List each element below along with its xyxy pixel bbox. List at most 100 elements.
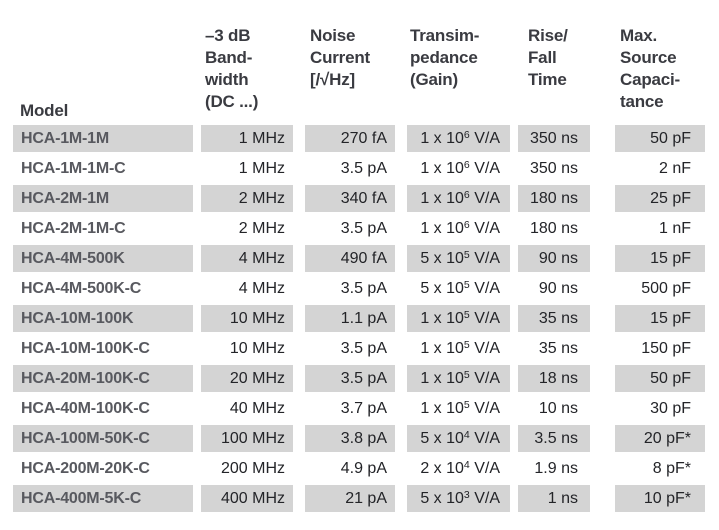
gain-unit: V/A [469,249,500,267]
transimpedance-cell: 1 x 105 V/A [407,395,518,422]
gain-value: 1 x 10 [420,369,464,387]
gain-value: 1 x 10 [420,219,464,237]
bandwidth-cell: 200 MHz [201,455,305,482]
col-header-max-source-capacitance: Max. Source Capaci- tance [620,26,681,111]
model-cell: HCA-40M-100K-C [13,395,201,422]
gain-unit: V/A [469,129,500,147]
rise-fall-time-cell: 1.9 ns [518,455,615,482]
max-capacitance-cell: 8 pF* [652,459,691,477]
table-row: HCA-4M-500K-C 4 MHz 3.5 pA 5 x 105 V/A 9… [13,275,705,302]
rise-fall-time-cell: 90 ns [518,275,615,302]
transimpedance-cell: 5 x 104 V/A [407,425,518,452]
col-header-model: Model [20,101,69,120]
gain-exponent: 5 [463,278,470,291]
bandwidth-cell: 2 MHz [201,215,305,242]
gain-unit: V/A [469,189,500,207]
gain-value: 1 x 10 [420,129,464,147]
noise-current-cell: 340 fA [305,185,407,212]
table-row: HCA-2M-1M 2 MHz 340 fA 1 x 106 V/A 180 n… [13,185,705,212]
col-header-transimpedance: Transim- pedance (Gain) [410,26,480,89]
gain-exponent: 5 [463,398,470,411]
bandwidth-cell: 40 MHz [201,395,305,422]
max-capacitance-cell: 50 pF [615,125,705,152]
transimpedance-cell: 5 x 105 V/A [407,245,518,272]
gain-unit: V/A [469,159,500,177]
rise-fall-time-cell: 350 ns [518,125,615,152]
table-row: HCA-1M-1M 1 MHz 270 fA 1 x 106 V/A 350 n… [13,125,705,152]
bandwidth-cell: 4 MHz [201,245,305,272]
model-cell: HCA-1M-1M [13,125,201,152]
noise-current-cell: 490 fA [305,245,407,272]
transimpedance-cell: 1 x 106 V/A [407,125,518,152]
table-row: HCA-1M-1M-C 1 MHz 3.5 pA 1 x 106 V/A 350… [13,155,705,182]
model-cell: HCA-100M-50K-C [13,425,201,452]
gain-value: 2 x 10 [420,459,464,477]
rise-fall-time-cell: 350 ns [518,155,615,182]
gain-exponent: 6 [463,218,470,231]
gain-exponent: 5 [463,308,470,321]
max-capacitance-cell: 25 pF [615,185,705,212]
noise-current-cell: 4.9 pA [305,455,407,482]
model-cell: HCA-20M-100K-C [13,365,201,392]
max-capacitance-cell: 1 nF [658,219,691,237]
noise-current-cell: 3.8 pA [305,425,407,452]
gain-value: 1 x 10 [420,399,464,417]
noise-current-cell: 21 pA [305,485,407,512]
noise-current-cell: 3.5 pA [305,335,407,362]
rise-fall-time-cell: 18 ns [518,365,615,392]
gain-unit: V/A [469,429,500,447]
gain-exponent: 6 [463,128,470,141]
hca-spec-table: Model –3 dB Band- width (DC ...) Noise C… [13,22,705,515]
gain-value: 1 x 10 [420,339,464,357]
gain-unit: V/A [469,369,500,387]
transimpedance-cell: 5 x 105 V/A [407,275,518,302]
gain-unit: V/A [469,219,500,237]
bandwidth-cell: 1 MHz [201,155,305,182]
gain-value: 5 x 10 [420,249,464,267]
max-capacitance-cell: 15 pF [615,245,705,272]
gain-value: 5 x 10 [420,429,464,447]
col-header-noise-current: Noise Current [/√Hz] [310,26,370,89]
gain-exponent: 4 [463,428,470,441]
model-cell: HCA-10M-100K-C [13,335,201,362]
model-cell: HCA-1M-1M-C [13,155,201,182]
model-cell: HCA-400M-5K-C [13,485,201,512]
table-row: HCA-40M-100K-C 40 MHz 3.7 pA 1 x 105 V/A… [13,395,705,422]
bandwidth-cell: 2 MHz [201,185,305,212]
gain-value: 1 x 10 [420,159,464,177]
bandwidth-cell: 10 MHz [201,305,305,332]
rise-fall-time-cell: 10 ns [518,395,615,422]
rise-fall-time-cell: 1 ns [518,485,615,512]
noise-current-cell: 3.5 pA [305,275,407,302]
noise-current-cell: 3.5 pA [305,155,407,182]
bandwidth-cell: 400 MHz [201,485,305,512]
noise-current-cell: 3.5 pA [305,215,407,242]
max-capacitance-cell: 15 pF [615,305,705,332]
max-capacitance-cell: 500 pF [641,279,691,297]
transimpedance-cell: 1 x 105 V/A [407,365,518,392]
rise-fall-time-cell: 180 ns [518,215,615,242]
table-body: HCA-1M-1M 1 MHz 270 fA 1 x 106 V/A 350 n… [13,125,705,512]
transimpedance-cell: 5 x 103 V/A [407,485,518,512]
rise-fall-time-cell: 3.5 ns [518,425,615,452]
bandwidth-cell: 1 MHz [201,125,305,152]
gain-exponent: 5 [463,248,470,261]
table-row: HCA-10M-100K-C 10 MHz 3.5 pA 1 x 105 V/A… [13,335,705,362]
gain-unit: V/A [469,399,500,417]
transimpedance-cell: 2 x 104 V/A [407,455,518,482]
gain-exponent: 5 [463,368,470,381]
table-row: HCA-10M-100K 10 MHz 1.1 pA 1 x 105 V/A 3… [13,305,705,332]
max-capacitance-cell: 10 pF* [615,485,705,512]
gain-unit: V/A [469,489,500,507]
max-capacitance-cell: 50 pF [615,365,705,392]
bandwidth-cell: 10 MHz [201,335,305,362]
max-capacitance-cell: 150 pF [641,339,691,357]
gain-exponent: 6 [463,188,470,201]
table-row: HCA-2M-1M-C 2 MHz 3.5 pA 1 x 106 V/A 180… [13,215,705,242]
gain-unit: V/A [469,309,500,327]
rise-fall-time-cell: 180 ns [518,185,615,212]
gain-unit: V/A [469,459,500,477]
noise-current-cell: 1.1 pA [305,305,407,332]
table-row: HCA-20M-100K-C 20 MHz 3.5 pA 1 x 105 V/A… [13,365,705,392]
table-header: Model –3 dB Band- width (DC ...) Noise C… [13,25,705,122]
